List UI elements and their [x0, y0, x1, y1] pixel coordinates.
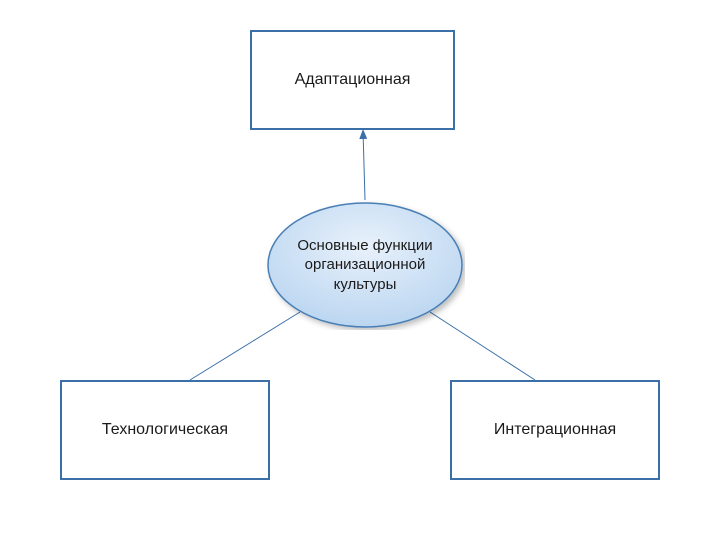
- node-label: Интеграционная: [494, 421, 616, 439]
- central-label: Основные функции организационной культур…: [265, 236, 465, 295]
- node-label: Технологическая: [102, 421, 228, 439]
- node-label: Адаптационная: [295, 71, 411, 89]
- central-ellipse: Основные функции организационной культур…: [265, 200, 465, 330]
- node-technological: Технологическая: [60, 380, 270, 480]
- node-integration: Интеграционная: [450, 380, 660, 480]
- node-adaptation: Адаптационная: [250, 30, 455, 130]
